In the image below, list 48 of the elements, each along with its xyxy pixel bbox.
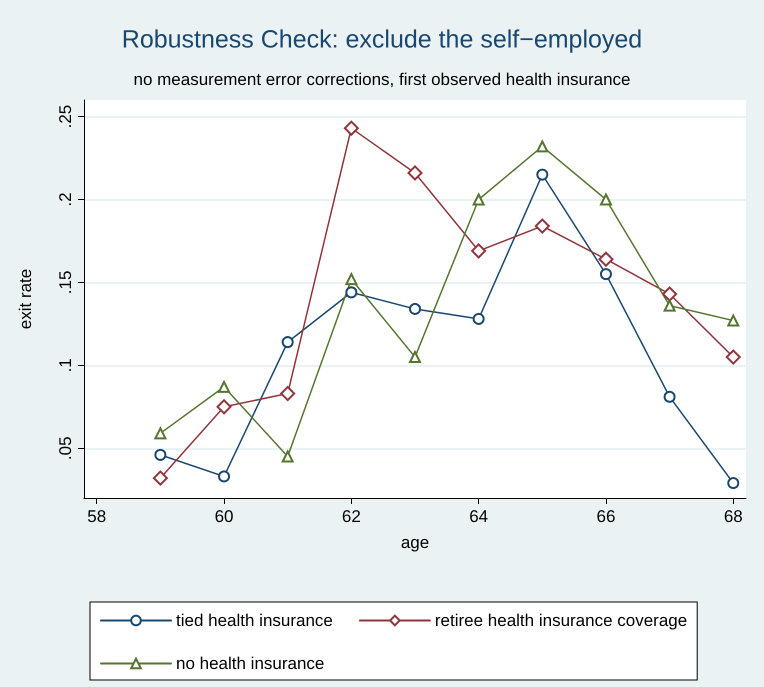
y-tick-label: .25 — [56, 104, 75, 128]
point — [216, 399, 232, 414]
point — [727, 477, 740, 490]
point — [345, 273, 358, 286]
point — [662, 286, 678, 302]
point — [282, 336, 294, 348]
point — [472, 312, 485, 325]
legend-label: retiree health insurance coverage — [434, 611, 688, 630]
point — [534, 218, 550, 234]
x-tick-label: 58 — [87, 507, 106, 526]
chart-title: Robustness Check: exclude the self−employed — [122, 26, 642, 54]
point — [282, 450, 294, 463]
point — [600, 268, 612, 280]
x-tick-label: 64 — [469, 507, 488, 526]
legend-label: no health insurance — [176, 654, 324, 673]
point — [726, 350, 741, 365]
point — [154, 448, 166, 461]
point — [345, 286, 358, 298]
point — [664, 300, 676, 312]
x-tick-label: 60 — [214, 507, 234, 526]
x-tick-label: 66 — [596, 507, 616, 526]
point — [536, 168, 548, 181]
point — [218, 470, 230, 482]
point — [664, 390, 676, 403]
point — [218, 380, 230, 393]
point — [471, 243, 486, 258]
point — [344, 120, 359, 136]
point — [280, 386, 296, 402]
point — [472, 194, 485, 206]
point — [409, 351, 421, 364]
x-tick-label: 62 — [342, 507, 361, 526]
y-tick-label: .2 — [56, 192, 75, 207]
point — [409, 302, 421, 315]
point — [408, 165, 422, 180]
x-tick-label: 68 — [724, 507, 743, 526]
y-tick-label: .15 — [56, 270, 75, 294]
y-axis-title: exit rate — [16, 268, 35, 330]
y-tick-label: .05 — [56, 436, 75, 460]
x-axis-title: age — [400, 533, 430, 552]
chart-subtitle: no measurement error corrections, first observed health insurance — [133, 70, 631, 89]
legend-label: tied health insurance — [176, 611, 333, 630]
point — [536, 140, 548, 152]
point — [154, 427, 166, 440]
y-tick-label: .1 — [56, 358, 75, 372]
point — [600, 194, 612, 206]
point — [598, 252, 614, 267]
point — [727, 314, 740, 327]
point — [152, 470, 168, 486]
